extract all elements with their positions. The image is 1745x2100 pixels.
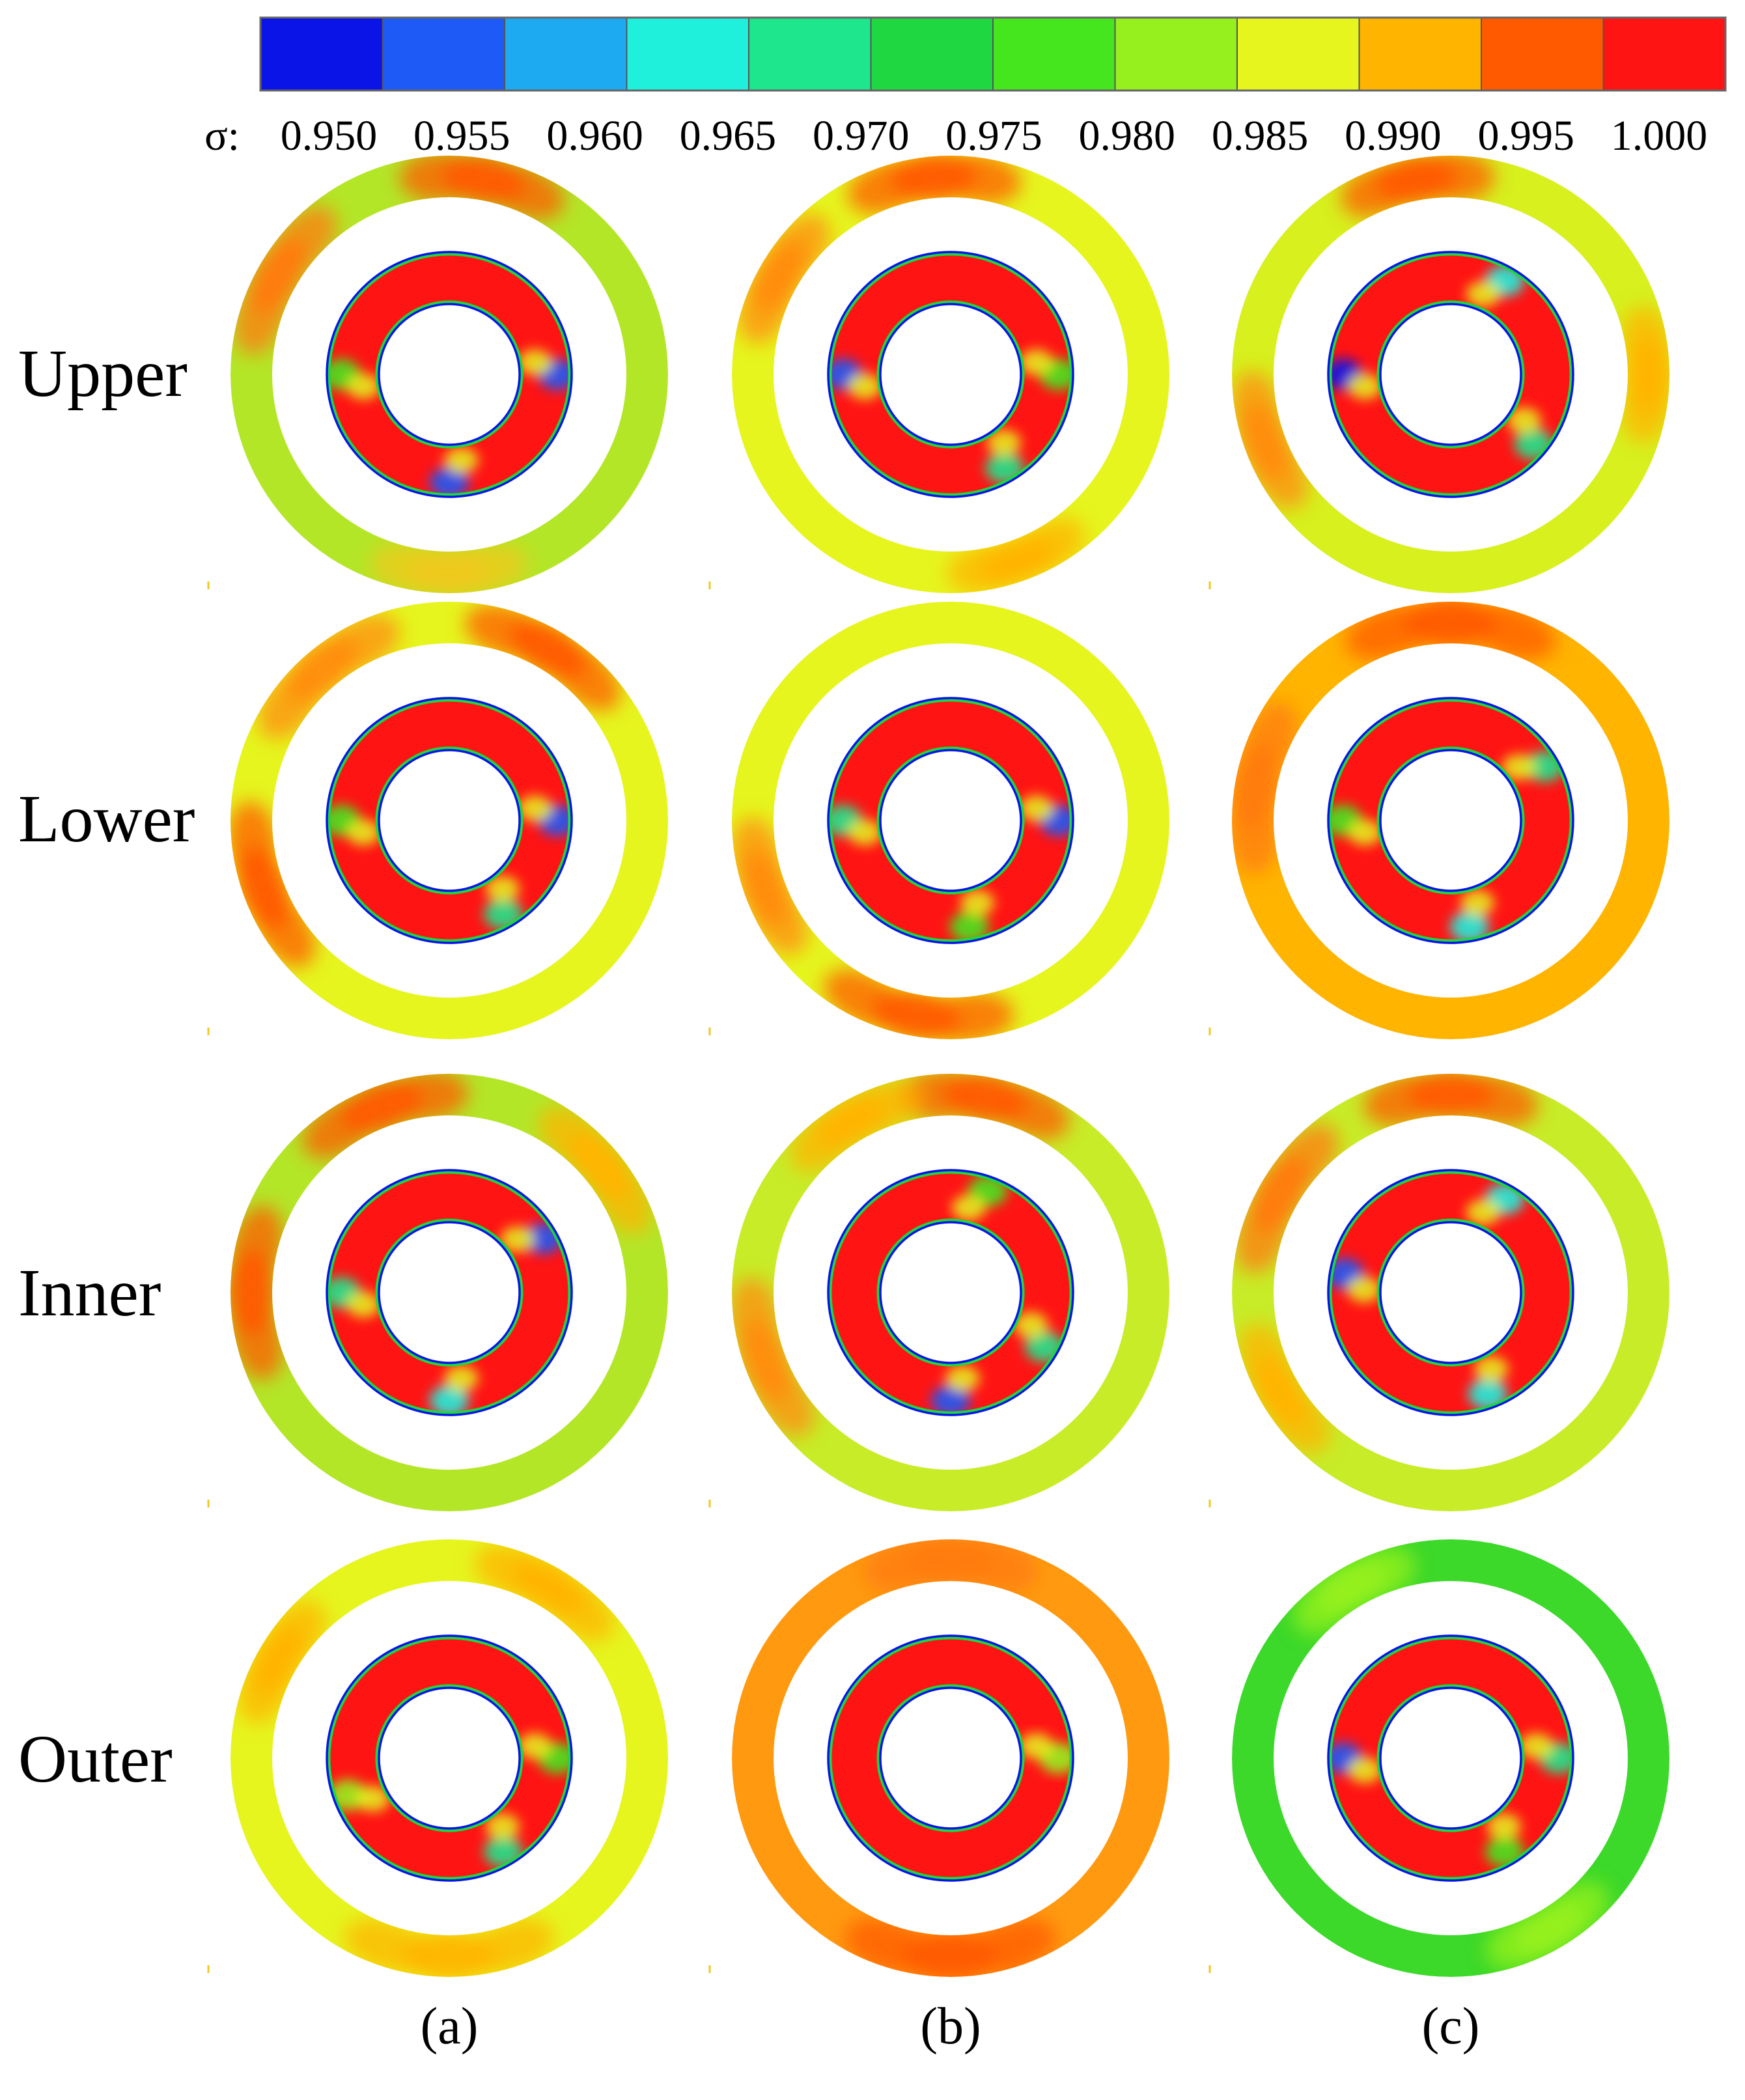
inner-annulus: [327, 252, 572, 497]
inner-annulus-outer-wall: [326, 697, 573, 944]
colorbar-swatch: [993, 18, 1115, 91]
inner-annulus-outer-wall: [827, 1634, 1074, 1882]
inner-annulus-inner-wall: [879, 1221, 1022, 1364]
contour-panel: [207, 156, 668, 593]
column-label-b: (b): [920, 1998, 981, 2055]
contour-panel: [1208, 1539, 1669, 1977]
inner-annulus-inner-wall: [378, 1687, 521, 1830]
colorbar-swatch: [1603, 18, 1726, 91]
colorbar-swatch: [1115, 18, 1238, 91]
column-label-c: (c): [1422, 1998, 1480, 2055]
inner-annulus-inner-wall: [1379, 303, 1522, 446]
outer-annulus: [732, 1539, 1169, 1977]
colorbar-swatch: [505, 18, 627, 91]
row-labels: Upper Lower Inner Outer: [18, 336, 195, 1797]
inner-annulus-outer-wall: [326, 251, 573, 498]
inner-annulus-outer-wall: [1327, 697, 1574, 944]
colorbar-tick-labels: 0.950 0.955 0.960 0.965 0.970 0.975 0.980 0.985…: [281, 112, 1708, 160]
contour-panel: [207, 602, 668, 1039]
inner-annulus: [327, 698, 572, 943]
row-label-lower: Lower: [18, 781, 195, 856]
colorbar-tick-label: 0.995: [1477, 112, 1574, 160]
colorbar-tick-label: 0.975: [945, 112, 1042, 160]
inner-annulus: [1328, 1636, 1573, 1881]
inner-annulus-inner-wall: [378, 1221, 521, 1364]
inner-annulus-inner-wall: [1379, 749, 1522, 892]
inner-annulus-inner-wall: [378, 303, 521, 446]
inner-annulus: [1328, 252, 1573, 497]
inner-annulus-outer-wall: [326, 1169, 573, 1416]
outer-annulus: [1232, 156, 1669, 593]
colorbar: σ: 0.950 0.955 0.960 0.965 0.970 0.975 0.980 0.…: [204, 16, 1727, 160]
colorbar-tick-label: 0.955: [413, 112, 510, 160]
inner-annulus-inner-wall: [879, 303, 1022, 446]
colorbar-swatch: [626, 18, 749, 91]
inner-annulus-outer-wall: [326, 1634, 573, 1882]
colorbar-swatch: [1237, 18, 1360, 91]
row-label-upper: Upper: [18, 336, 188, 411]
contour-panel: [1208, 1074, 1669, 1511]
colorbar-tick-label: 0.950: [281, 112, 378, 160]
inner-annulus-outer-wall: [827, 251, 1074, 498]
outer-annulus: [230, 1539, 668, 1977]
outer-annulus: [732, 602, 1169, 1039]
colorbar-swatches: [260, 18, 1726, 91]
colorbar-swatch: [1359, 18, 1482, 91]
colorbar-swatch: [382, 18, 505, 91]
colorbar-tick-label: 0.985: [1212, 112, 1309, 160]
outer-annulus: [732, 1074, 1169, 1511]
colorbar-swatch: [1481, 18, 1604, 91]
contour-panel: [708, 602, 1169, 1039]
inner-annulus-inner-wall: [879, 749, 1022, 892]
inner-annulus-outer-wall: [1327, 251, 1574, 498]
colorbar-tick-label: 0.965: [680, 112, 777, 160]
colorbar-symbol: σ:: [204, 112, 240, 160]
row-label-outer: Outer: [18, 1722, 173, 1797]
colorbar-tick-label: 0.990: [1345, 112, 1442, 160]
inner-annulus: [828, 1636, 1074, 1881]
contour-panel: [708, 1539, 1169, 1977]
contour-panel: [708, 1074, 1169, 1511]
column-labels: (a) (b) (c): [421, 1998, 1480, 2055]
inner-annulus: [828, 252, 1074, 497]
colorbar-swatch: [871, 18, 994, 91]
contour-panel: [207, 1539, 668, 1977]
contour-panels: [207, 156, 1669, 1977]
column-label-a: (a): [421, 1998, 479, 2055]
colorbar-tick-label: 0.970: [813, 112, 910, 160]
colorbar-swatch: [749, 18, 871, 91]
colorbar-tick-label: 0.980: [1079, 112, 1176, 160]
colorbar-swatch: [260, 18, 383, 91]
contour-panel: [207, 1074, 668, 1511]
outer-annulus: [732, 156, 1169, 593]
inner-annulus: [1328, 698, 1573, 943]
inner-annulus: [327, 1636, 572, 1881]
outer-annulus: [230, 1074, 668, 1511]
contour-panel: [708, 156, 1169, 593]
outer-annulus: [230, 156, 668, 593]
inner-annulus-outer-wall: [1327, 1634, 1574, 1882]
inner-annulus-inner-wall: [1379, 1221, 1522, 1364]
inner-annulus-outer-wall: [827, 1169, 1074, 1416]
inner-annulus-inner-wall: [378, 749, 521, 892]
colorbar-frame: [259, 16, 1727, 92]
outer-annulus: [230, 602, 668, 1039]
inner-annulus: [828, 698, 1074, 943]
colorbar-tick-label: 0.960: [546, 112, 643, 160]
row-label-inner: Inner: [18, 1255, 161, 1330]
colorbar-tick-label: 1.000: [1611, 112, 1708, 160]
contour-panel: [1208, 602, 1669, 1039]
inner-annulus-inner-wall: [1379, 1687, 1522, 1830]
inner-annulus-inner-wall: [879, 1687, 1022, 1830]
outer-annulus: [1232, 602, 1669, 1039]
outer-annulus: [1232, 1539, 1669, 1977]
inner-annulus-outer-wall: [1327, 1169, 1574, 1416]
inner-annulus-outer-wall: [827, 697, 1074, 944]
contour-panel: [1208, 156, 1669, 593]
outer-annulus: [1232, 1074, 1669, 1511]
